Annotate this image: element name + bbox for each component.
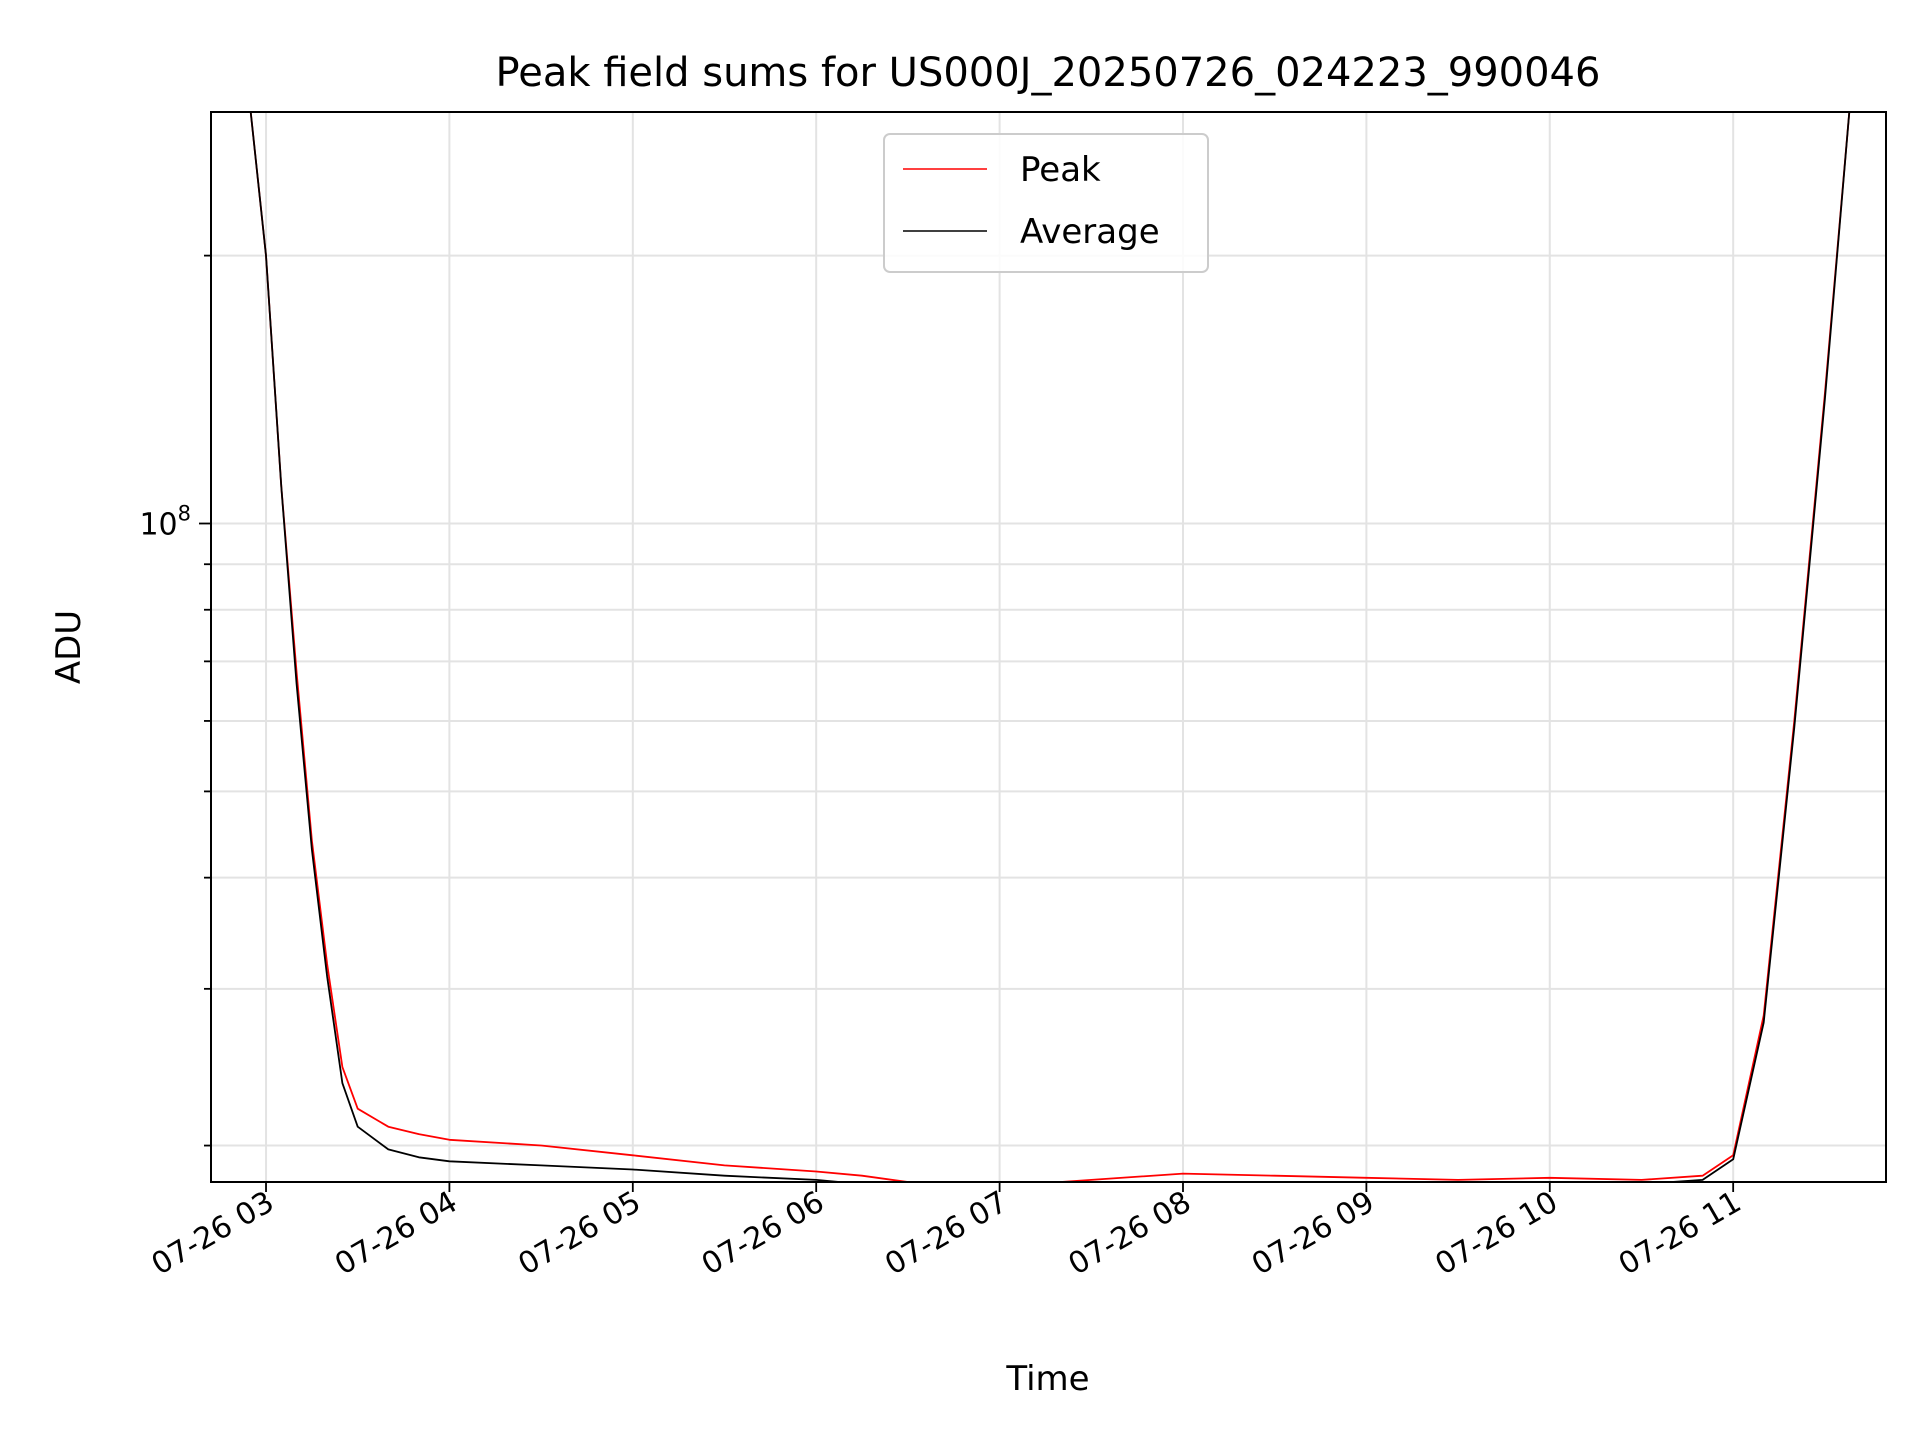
x-axis-label: Time bbox=[1005, 1359, 1089, 1399]
y-tick-base: 10 bbox=[139, 508, 177, 543]
plot-area bbox=[210, 111, 1887, 1183]
series-line-average bbox=[211, 112, 1886, 1182]
legend-label-average: Average bbox=[1020, 212, 1160, 252]
legend-label-peak: Peak bbox=[1020, 150, 1101, 190]
x-tick-label: 07-26 08 bbox=[1063, 1185, 1197, 1283]
x-axis-ticks: 07-26 03 07-26 04 07-26 05 07-26 06 07-26 07… bbox=[146, 1182, 1747, 1282]
x-tick-label: 07-26 05 bbox=[512, 1185, 646, 1283]
series-line-peak bbox=[211, 112, 1886, 1182]
x-tick-label: 07-26 11 bbox=[1613, 1185, 1747, 1283]
x-tick-label: 07-26 03 bbox=[146, 1185, 280, 1283]
y-tick-exponent: 8 bbox=[178, 502, 191, 526]
x-tick-label: 07-26 10 bbox=[1429, 1185, 1563, 1283]
y-axis-ticks: 108 bbox=[139, 254, 211, 1147]
x-tick-label: 07-26 06 bbox=[696, 1185, 830, 1283]
y-axis-label: ADU bbox=[49, 610, 89, 684]
x-tick-label: 07-26 09 bbox=[1246, 1185, 1380, 1283]
legend: Peak Average bbox=[883, 133, 1209, 273]
series-lines bbox=[211, 112, 1886, 1182]
y-tick-label: 108 bbox=[139, 502, 191, 543]
x-tick-label: 07-26 07 bbox=[879, 1185, 1013, 1283]
chart-title: Peak field sums for US000J_20250726_0242… bbox=[496, 50, 1601, 96]
x-tick-label: 07-26 04 bbox=[329, 1185, 463, 1283]
